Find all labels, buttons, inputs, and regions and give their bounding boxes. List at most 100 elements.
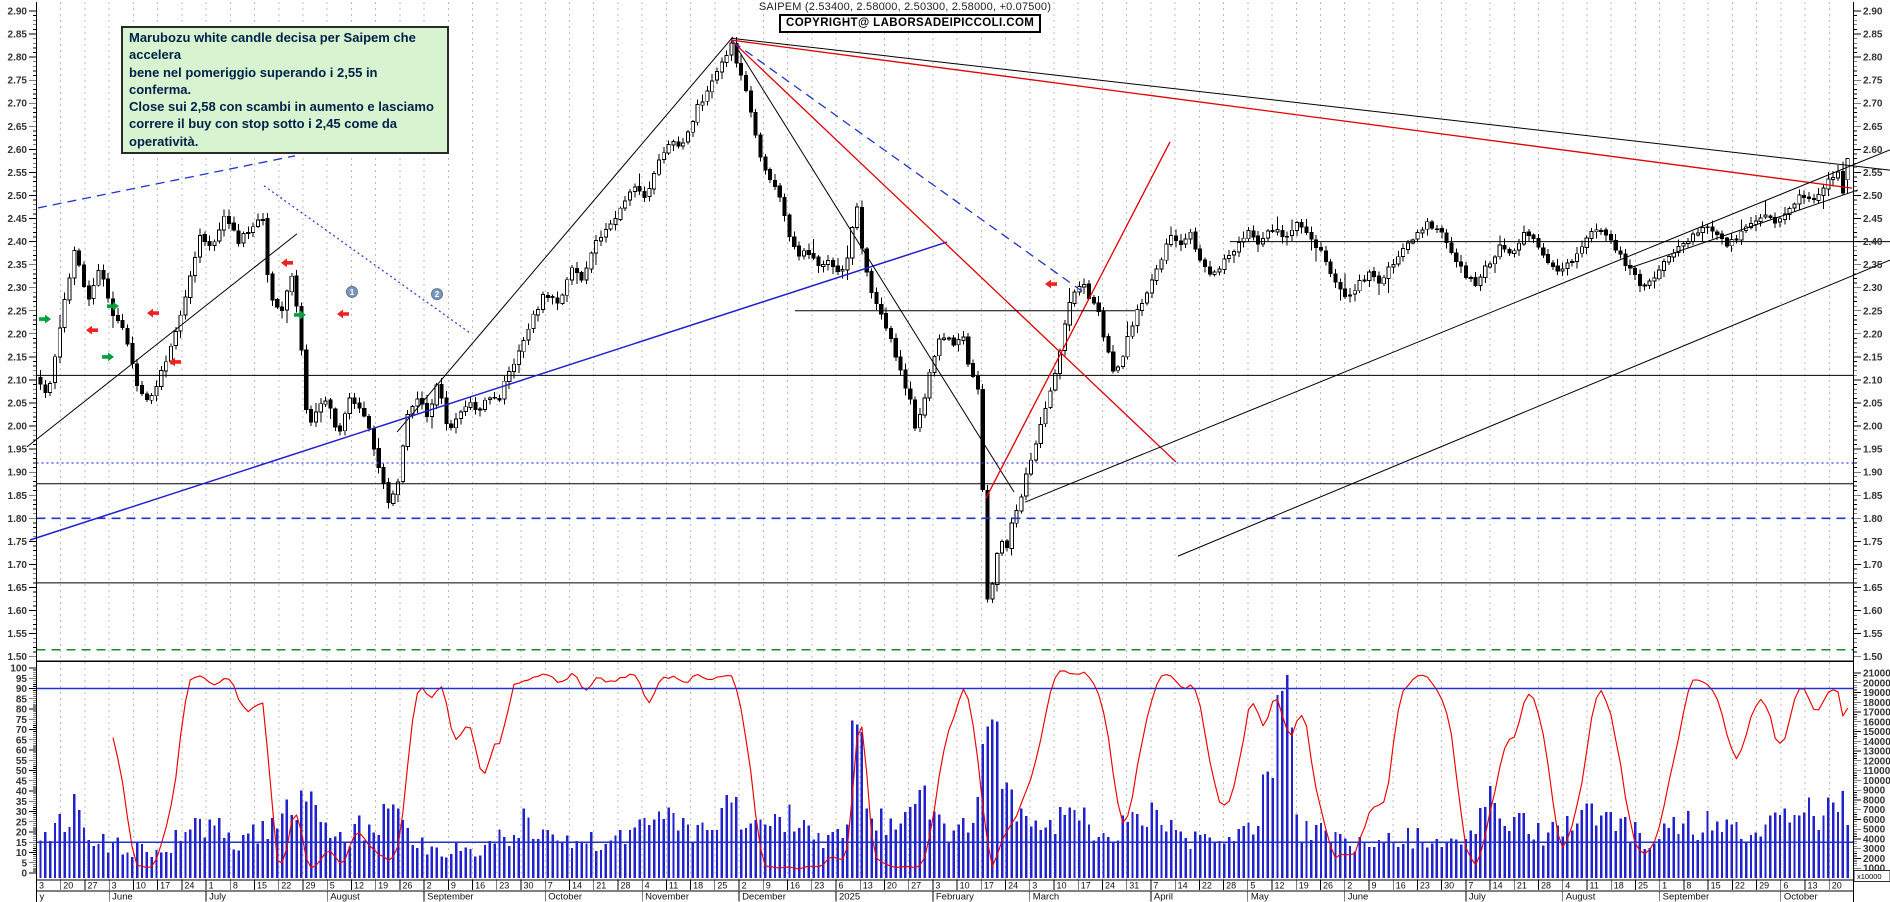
svg-text:1.80: 1.80: [1863, 514, 1883, 525]
svg-text:4000: 4000: [1863, 834, 1886, 845]
svg-text:4: 4: [645, 881, 650, 891]
sell-arrow-icon: [1045, 279, 1057, 289]
svg-text:July: July: [209, 892, 226, 902]
svg-text:28: 28: [620, 881, 630, 891]
svg-text:24: 24: [1105, 881, 1115, 891]
svg-text:0: 0: [21, 869, 27, 880]
svg-text:x10000: x10000: [1857, 872, 1882, 881]
svg-text:1000: 1000: [1863, 864, 1886, 875]
svg-text:2.05: 2.05: [8, 399, 28, 410]
svg-text:9: 9: [451, 881, 456, 891]
svg-text:27: 27: [87, 881, 97, 891]
annotation-line: Marubozu white candle decisa per Saipem …: [129, 30, 416, 63]
svg-text:11: 11: [669, 881, 678, 891]
svg-text:2.50: 2.50: [8, 191, 28, 202]
svg-text:15: 15: [1711, 881, 1721, 891]
svg-text:2.75: 2.75: [8, 76, 28, 87]
svg-text:2.40: 2.40: [8, 237, 28, 248]
svg-text:February: February: [936, 892, 974, 902]
svg-text:1.95: 1.95: [1863, 445, 1883, 456]
svg-text:2.80: 2.80: [1863, 53, 1883, 64]
svg-text:26: 26: [1323, 881, 1333, 891]
svg-text:12: 12: [1275, 881, 1285, 891]
svg-text:1.90: 1.90: [1863, 468, 1883, 479]
svg-text:1.75: 1.75: [8, 537, 28, 548]
svg-text:3: 3: [39, 881, 44, 891]
svg-text:September: September: [427, 892, 473, 902]
svg-text:16: 16: [475, 881, 485, 891]
copyright-badge: COPYRIGHT@ LABORSADEIPICCOLI.COM: [779, 14, 1042, 33]
svg-text:3: 3: [112, 881, 117, 891]
svg-text:27: 27: [911, 881, 921, 891]
svg-text:2.65: 2.65: [1863, 122, 1883, 133]
svg-text:5000: 5000: [1863, 825, 1886, 836]
svg-text:15: 15: [16, 838, 28, 849]
svg-text:2.05: 2.05: [1863, 399, 1883, 410]
svg-text:15000: 15000: [1863, 727, 1890, 738]
panel-frame: [35, 2, 1855, 902]
svg-text:14000: 14000: [1863, 737, 1890, 748]
svg-text:October: October: [1784, 892, 1818, 902]
svg-text:1.50: 1.50: [1863, 652, 1883, 663]
svg-text:June: June: [112, 892, 133, 902]
svg-text:17: 17: [984, 881, 994, 891]
svg-text:10: 10: [16, 848, 28, 859]
svg-text:15: 15: [257, 881, 267, 891]
svg-text:4: 4: [1565, 881, 1570, 891]
svg-text:1: 1: [1662, 881, 1667, 891]
svg-text:70: 70: [16, 725, 28, 736]
svg-text:16: 16: [790, 881, 800, 891]
svg-text:5: 5: [1250, 881, 1255, 891]
svg-text:18: 18: [1614, 881, 1624, 891]
oscillator-axis: 1009590858075706560555045403530252015105…: [10, 664, 37, 880]
annotation-line: correre il buy con stop sotto i 2,45 com…: [129, 116, 398, 149]
svg-text:2.85: 2.85: [8, 30, 28, 41]
svg-text:65: 65: [16, 735, 28, 746]
svg-text:April: April: [1154, 892, 1173, 902]
sell-arrow-icon: [337, 309, 349, 319]
svg-text:29: 29: [305, 881, 315, 891]
svg-text:2.35: 2.35: [8, 260, 28, 271]
svg-text:1.85: 1.85: [1863, 491, 1883, 502]
svg-text:2.75: 2.75: [1863, 76, 1883, 87]
svg-text:2.45: 2.45: [8, 214, 28, 225]
annotation-line: bene nel pomeriggio superando i 2,55 in …: [129, 64, 378, 97]
svg-text:June: June: [1348, 892, 1369, 902]
svg-text:November: November: [645, 892, 689, 902]
svg-text:23: 23: [499, 881, 509, 891]
svg-text:3000: 3000: [1863, 844, 1886, 855]
svg-text:20: 20: [16, 828, 28, 839]
chart-title: SAIPEM (2.53400, 2.58000, 2.50300, 2.580…: [758, 1, 1052, 13]
sell-arrow-icon: [86, 325, 98, 335]
svg-text:13000: 13000: [1863, 747, 1890, 758]
svg-text:40: 40: [16, 787, 28, 798]
buy-arrow-icon: [294, 310, 306, 320]
oscillator-line: [112, 670, 1849, 870]
annotation-line: Close sui 2,58 con scambi in aumento e l…: [129, 99, 434, 115]
svg-text:21: 21: [596, 881, 606, 891]
svg-text:23: 23: [1420, 881, 1430, 891]
oscillator-band-lines: [36, 687, 1854, 843]
svg-text:2.15: 2.15: [8, 352, 28, 363]
svg-text:2.10: 2.10: [1863, 375, 1883, 386]
svg-text:80: 80: [16, 705, 28, 716]
svg-text:35: 35: [16, 797, 28, 808]
candlestick-series: [38, 36, 1850, 603]
svg-text:1: 1: [209, 881, 214, 891]
svg-text:100: 100: [10, 664, 27, 675]
price-axis-right: 2.90 2.85 2.80 2.75 2.70 2.65 2.60 2.55 2.50 2.45…: [1853, 7, 1883, 663]
svg-text:22: 22: [1735, 881, 1745, 891]
svg-text:20: 20: [1832, 881, 1842, 891]
svg-text:6000: 6000: [1863, 815, 1886, 826]
svg-text:1.85: 1.85: [8, 491, 28, 502]
svg-text:5: 5: [21, 858, 27, 869]
svg-text:2: 2: [1347, 881, 1352, 891]
svg-text:September: September: [1663, 892, 1709, 902]
svg-text:19: 19: [378, 881, 388, 891]
svg-text:9000: 9000: [1863, 786, 1886, 797]
svg-text:22: 22: [281, 881, 291, 891]
price-level-lines: [36, 374, 1854, 651]
svg-text:2.25: 2.25: [8, 306, 28, 317]
